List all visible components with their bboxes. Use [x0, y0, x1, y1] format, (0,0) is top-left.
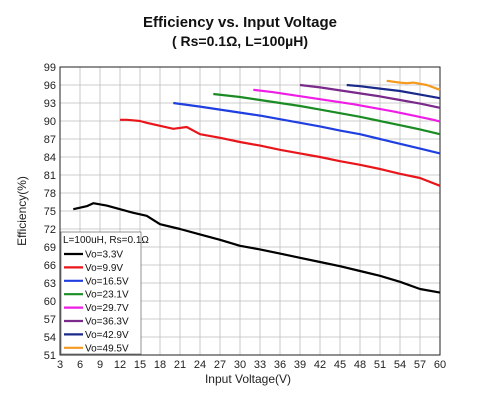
- legend-title: L=100uH, Rs=0.1Ω: [63, 235, 149, 246]
- y-tick-label: 99: [44, 62, 56, 74]
- x-tick-label: 42: [314, 359, 326, 371]
- series-line-6: [299, 83, 441, 109]
- legend-label: Vo=49.5V: [85, 343, 129, 354]
- x-tick-label: 15: [134, 359, 146, 371]
- legend-label: Vo=36.3V: [85, 317, 129, 328]
- x-tick-label: 6: [77, 359, 83, 371]
- y-tick-label: 72: [44, 224, 56, 236]
- y-tick-label: 93: [44, 98, 56, 110]
- x-tick-label: 3: [57, 359, 63, 371]
- y-tick-label: 84: [44, 152, 56, 164]
- series-line-2: [120, 118, 441, 187]
- x-tick-labels: 3 6 9 12 15 18 21 24 27 30 33 36 39 42 45 48 51 54 57 60: [57, 359, 446, 371]
- y-tick-label: 75: [44, 206, 56, 218]
- y-tick-label: 51: [44, 350, 56, 362]
- series-lines: [73, 79, 441, 294]
- y-tick-label: 81: [44, 170, 56, 182]
- y-tick-label: 60: [44, 296, 56, 308]
- chart-subtitle: ( Rs=0.1Ω, L=100µH): [172, 33, 308, 49]
- y-tick-label: 63: [44, 278, 56, 290]
- series-line-8: [386, 79, 441, 91]
- legend-items: Vo=3.3V Vo=9.9V Vo=16.5V Vo=23.1V Vo=29.7V Vo…: [64, 250, 129, 354]
- x-tick-label: 36: [274, 359, 286, 371]
- x-tick-label: 27: [214, 359, 226, 371]
- x-tick-label: 18: [154, 359, 166, 371]
- legend-label: Vo=3.3V: [85, 250, 123, 261]
- y-tick-label: 78: [44, 188, 56, 200]
- legend-label: Vo=42.9V: [85, 330, 129, 341]
- series-line-4: [213, 92, 441, 136]
- y-tick-labels: 51 54 57 60 63 66 69 72 75 78 81 84 87 90 93 96 99: [44, 62, 56, 362]
- x-tick-label: 57: [414, 359, 426, 371]
- x-tick-label: 48: [354, 359, 366, 371]
- y-tick-label: 66: [44, 260, 56, 272]
- grid: [59, 66, 441, 356]
- x-tick-label: 45: [334, 359, 346, 371]
- y-tick-label: 87: [44, 134, 56, 146]
- plot-frame: [59, 66, 441, 356]
- legend-label: Vo=9.9V: [85, 263, 123, 274]
- series-line-3: [173, 101, 441, 155]
- x-tick-label: 33: [254, 359, 266, 371]
- series-line-5: [253, 88, 441, 123]
- y-tick-label: 69: [44, 242, 56, 254]
- series-line-1: [73, 202, 441, 294]
- y-tick-label: 57: [44, 314, 56, 326]
- chart-title: Efficiency vs. Input Voltage: [143, 14, 337, 31]
- x-tick-label: 39: [294, 359, 306, 371]
- x-tick-label: 24: [194, 359, 206, 371]
- x-tick-label: 9: [97, 359, 103, 371]
- legend-label: Vo=29.7V: [85, 303, 129, 314]
- legend: L=100uH, Rs=0.1Ω Vo=3.3VVo=9.9VVo=16.5VV…: [60, 231, 149, 355]
- x-tick-label: 30: [234, 359, 246, 371]
- x-tick-label: 51: [374, 359, 386, 371]
- x-tick-label: 21: [174, 359, 186, 371]
- legend-label: Vo=16.5V: [85, 276, 129, 287]
- x-tick-label: 60: [434, 359, 446, 371]
- x-axis-label: Input Voltage(V): [205, 372, 291, 386]
- x-tick-label: 12: [114, 359, 126, 371]
- series-line-7: [346, 83, 441, 100]
- y-axis-label: Efficiency(%): [15, 176, 29, 246]
- y-tick-label: 90: [44, 116, 56, 128]
- y-tick-label: 96: [44, 80, 56, 92]
- x-tick-label: 54: [394, 359, 406, 371]
- legend-label: Vo=23.1V: [85, 290, 129, 301]
- y-tick-label: 54: [44, 332, 56, 344]
